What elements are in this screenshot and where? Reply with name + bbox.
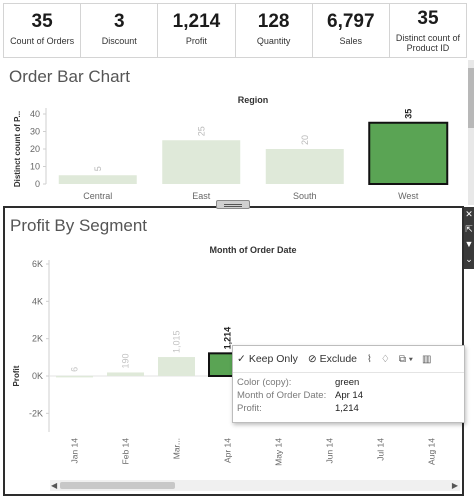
y-tick-label: 20 (30, 144, 40, 154)
kpi-value: 35 (417, 8, 439, 29)
kpi-value: 1,214 (172, 11, 221, 32)
tooltip-row: Color (copy): green (233, 376, 464, 389)
data-label: 190 (121, 353, 131, 368)
data-label: 25 (196, 126, 206, 136)
order-bar-chart: Region Distinct count of P... 0 10 20 30 40 5 Ce… (13, 95, 449, 201)
x-tick-label: Feb 14 (121, 438, 131, 465)
tooltip-row: Profit: 1,214 (233, 402, 464, 415)
worksheet-toolbar: ✕ ⇱ ▼ ⌄ (464, 207, 474, 269)
y-tick-label: 30 (30, 127, 40, 137)
data-label: 35 (403, 109, 413, 119)
order-chart-title: Order Bar Chart (9, 67, 130, 86)
chart-title: Region (238, 95, 269, 105)
x-tick-label: Central (83, 191, 112, 201)
tooltip-key: Profit: (237, 403, 262, 414)
check-icon: ✓ (237, 353, 246, 365)
kpi-label: Quantity (256, 36, 291, 46)
y-axis-label: Profit (12, 365, 21, 386)
y-tick-label: 2K (32, 334, 43, 344)
kpi-label: Discount (101, 36, 137, 46)
keep-only-button[interactable]: ✓ Keep Only (237, 353, 298, 365)
data-label: 20 (300, 135, 310, 145)
kpi-value: 3 (113, 11, 125, 32)
x-tick-label: Jul 14 (376, 438, 386, 461)
paperclip-icon[interactable]: ⌇ (367, 353, 372, 365)
tooltip-row: Month of Order Date: Apr 14 (233, 389, 464, 402)
bar-month (56, 375, 93, 378)
bar-central (58, 175, 137, 184)
kpi-value: 128 (257, 11, 290, 32)
scroll-right-icon[interactable]: ▶ (451, 481, 458, 490)
view-data-icon[interactable]: ▥ (422, 353, 432, 365)
x-tick-label: Mar... (172, 438, 182, 459)
data-label: 1,015 (172, 331, 182, 354)
kpi-value: 6,797 (327, 11, 375, 32)
kpi-label: Count of Orders (10, 36, 75, 46)
tooltip-toolbar: ✓ Keep Only ⊘ Exclude ⌇ ♢ ⧉ ▾ ▥ (233, 346, 464, 373)
data-label: 6 (70, 367, 80, 372)
kpi-label: Distinct count of Product ID (395, 33, 460, 54)
bar-month (107, 372, 144, 376)
data-label: 5 (93, 166, 103, 171)
order-chart-scrollbar[interactable] (468, 60, 474, 205)
tooltip-key: Month of Order Date: (237, 390, 327, 401)
kpi-quantity[interactable]: 128 Quantity (236, 4, 313, 57)
kpi-distinct-product-id[interactable]: 35 Distinct count of Product ID (390, 4, 466, 57)
bar-month (158, 357, 195, 376)
y-tick-label: 0K (32, 371, 43, 381)
y-tick-label: 40 (30, 109, 40, 119)
kpi-label: Profit (185, 36, 207, 46)
keep-only-label: Keep Only (248, 353, 298, 365)
filter-icon[interactable]: ▼ (464, 239, 474, 249)
scroll-left-icon[interactable]: ◀ (51, 481, 58, 490)
tooltip-value: 1,214 (335, 403, 359, 414)
bar-east (162, 140, 241, 184)
y-tick-label: 10 (30, 162, 40, 172)
kpi-value: 35 (31, 11, 53, 32)
chart-title: Month of Order Date (210, 245, 297, 255)
exclude-button[interactable]: ⊘ Exclude (308, 353, 357, 365)
data-label: 1,214 (223, 327, 233, 350)
more-options-icon[interactable]: ⌄ (465, 254, 473, 264)
profit-chart-hscrollbar[interactable]: ◀ ▶ (50, 480, 460, 491)
tooltip-rows: Color (copy): green Month of Order Date:… (233, 373, 464, 415)
open-external-icon[interactable]: ⇱ (465, 224, 473, 234)
x-tick-label: Aug 14 (427, 438, 437, 465)
mark-tooltip: ✓ Keep Only ⊘ Exclude ⌇ ♢ ⧉ ▾ ▥ Color (c… (232, 345, 465, 423)
tooltip-value: green (335, 377, 360, 388)
y-tick-label: 4K (32, 296, 43, 306)
kpi-profit[interactable]: 1,214 Profit (158, 4, 236, 57)
x-tick-label: Jan 14 (70, 438, 80, 464)
kpi-count-of-orders[interactable]: 35 Count of Orders (4, 4, 82, 57)
kpi-label: Sales (339, 36, 363, 46)
tooltip-value: Apr 14 (335, 390, 363, 401)
close-icon[interactable]: ✕ (465, 209, 473, 219)
exclude-icon: ⊘ (307, 353, 317, 365)
exclude-label: Exclude (319, 353, 358, 365)
scrollbar-thumb[interactable] (468, 68, 474, 128)
lightbulb-icon[interactable]: ♢ (380, 353, 390, 365)
kpi-discount[interactable]: 3 Discount (81, 4, 159, 57)
profit-chart-title: Profit By Segment (10, 216, 148, 235)
y-tick-label: 6K (32, 259, 43, 269)
panel-drag-handle[interactable] (216, 200, 250, 209)
y-tick-label: 0 (35, 179, 40, 189)
x-tick-label: Apr 14 (223, 438, 233, 463)
y-tick-label: -2K (29, 408, 43, 418)
x-tick-label: East (192, 191, 211, 201)
kpi-sales[interactable]: 6,797 Sales (313, 4, 390, 57)
x-tick-label: May 14 (274, 438, 284, 466)
x-tick-label: West (398, 191, 419, 201)
x-tick-label: Jun 14 (325, 438, 335, 464)
bar-south (265, 149, 344, 184)
x-tick-label: South (293, 191, 317, 201)
bar-west (368, 121, 449, 185)
tooltip-key: Color (copy): (237, 377, 292, 388)
kpi-bar: 35 Count of Orders 3 Discount 1,214 Prof… (3, 3, 467, 58)
y-axis-label: Distinct count of P... (13, 111, 22, 187)
scrollbar-thumb[interactable] (60, 482, 175, 489)
group-members-icon[interactable]: ⧉ ▾ (398, 353, 413, 365)
